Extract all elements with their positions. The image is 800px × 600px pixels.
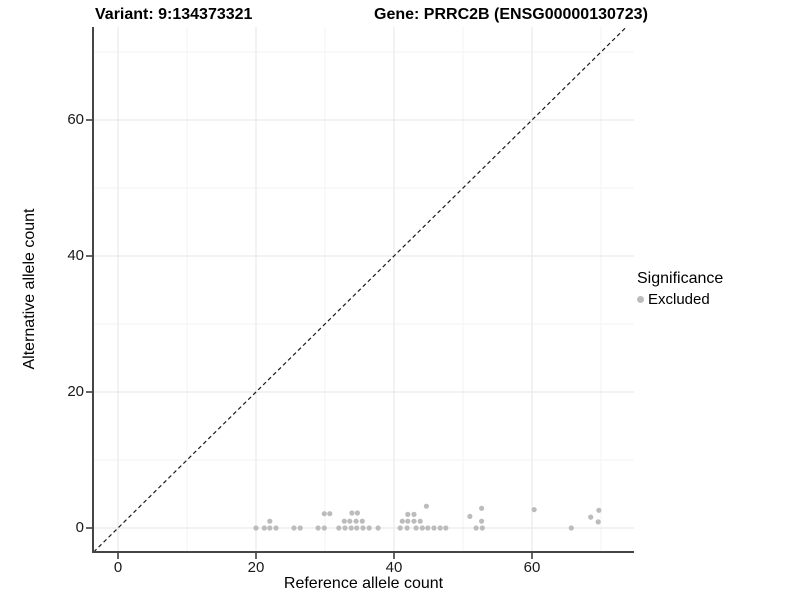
data-point <box>353 518 359 524</box>
data-point <box>366 525 372 531</box>
data-point <box>267 518 273 524</box>
data-point <box>568 525 574 531</box>
data-point <box>291 525 297 531</box>
data-point <box>327 511 333 517</box>
data-point <box>437 525 443 531</box>
data-point <box>253 525 259 531</box>
data-point <box>360 525 366 531</box>
data-point <box>467 513 473 520</box>
data-point <box>261 525 267 531</box>
data-point <box>479 518 485 524</box>
data-point <box>405 511 411 517</box>
legend-title: Significance <box>637 270 724 287</box>
y-tick-label: 0 <box>75 519 84 536</box>
y-tick-label: 20 <box>67 383 84 400</box>
variant-title: Variant: 9:134373321 <box>95 6 253 23</box>
data-point <box>336 525 342 531</box>
gene-title: Gene: PRRC2B (ENSG00000130723) <box>374 6 648 23</box>
y-axis-label: Alternative allele count <box>21 208 38 370</box>
data-point <box>273 525 279 531</box>
y-tick-label: 40 <box>67 247 84 264</box>
data-point <box>397 525 403 531</box>
data-point <box>349 510 355 516</box>
data-point <box>413 525 419 531</box>
data-point <box>342 525 348 531</box>
data-point <box>595 519 601 525</box>
x-tick-label: 60 <box>523 559 541 576</box>
data-point <box>588 514 594 520</box>
legend-point-icon <box>637 296 644 303</box>
x-tick-label: 0 <box>113 559 123 576</box>
legend-item-label: Excluded <box>648 291 710 308</box>
data-point <box>297 525 303 531</box>
data-point <box>354 525 360 531</box>
data-point <box>473 525 479 531</box>
data-point <box>348 525 354 531</box>
data-point <box>315 525 321 531</box>
data-point <box>267 525 273 531</box>
data-point <box>479 505 485 511</box>
data-point <box>431 525 437 531</box>
data-point <box>423 503 429 509</box>
data-point <box>405 518 411 524</box>
data-point <box>411 511 417 517</box>
data-point <box>479 525 485 531</box>
legend-item-excluded: Excluded <box>637 291 723 308</box>
data-point <box>531 507 537 513</box>
data-point <box>347 518 353 524</box>
y-tick-label: 60 <box>67 111 84 128</box>
data-point <box>596 507 602 513</box>
data-point <box>425 525 431 531</box>
data-point <box>399 518 405 524</box>
x-tick-label: 20 <box>247 559 265 576</box>
x-tick-label: 40 <box>385 559 403 576</box>
data-point <box>354 510 360 516</box>
reference-line <box>93 26 627 553</box>
data-point <box>321 511 327 517</box>
legend: Significance Excluded <box>637 270 723 308</box>
data-point <box>419 525 425 531</box>
data-point <box>443 525 449 531</box>
data-point <box>404 525 410 531</box>
data-point <box>417 518 423 524</box>
x-axis-label: Reference allele count <box>283 575 444 592</box>
data-point <box>341 518 347 524</box>
data-point <box>359 518 365 524</box>
data-point <box>411 518 417 524</box>
data-point <box>321 525 327 531</box>
data-point <box>375 525 381 531</box>
